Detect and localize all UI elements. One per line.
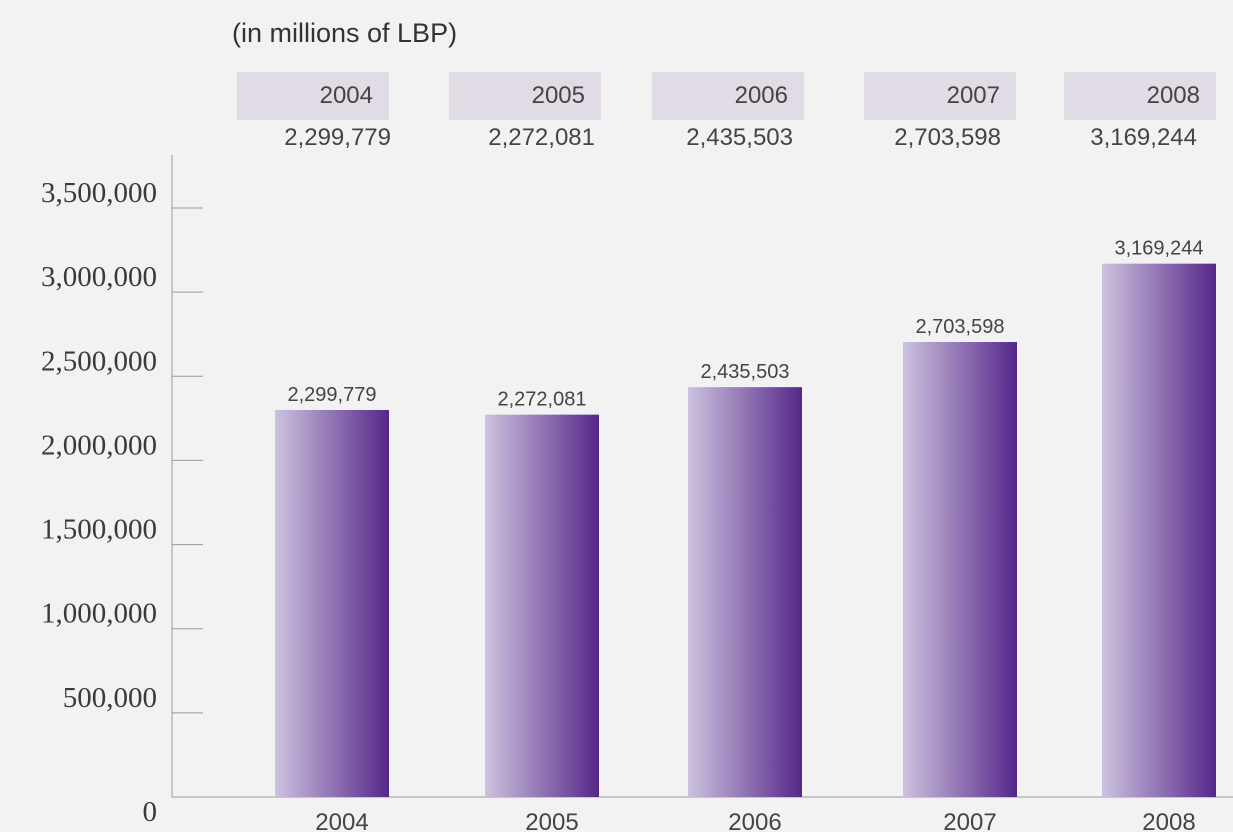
table-header-cell: 2005 (449, 72, 601, 120)
bar-data-label: 2,435,503 (701, 361, 790, 383)
table-year-label: 2008 (1146, 82, 1200, 109)
bar-data-label: 3,169,244 (1115, 238, 1204, 260)
table-header-cell: 2006 (652, 72, 804, 120)
table-value: 2,272,081 (488, 124, 595, 151)
bar-data-label: 2,272,081 (498, 389, 587, 411)
x-tick-label: 2008 (1142, 809, 1195, 832)
y-tick-label: 1,000,000 (41, 598, 157, 630)
y-tick-label: 0 (143, 796, 158, 828)
bar-data-label: 2,703,598 (916, 316, 1005, 338)
table-value: 2,435,503 (686, 124, 793, 151)
bar-series (275, 263, 1216, 797)
y-tick-label: 2,500,000 (41, 345, 157, 377)
chart-labels: 2,299,779 2004 2,272,081 2005 2,435,503 2006 2… (288, 238, 1204, 832)
y-tick-label: 3,500,000 (41, 177, 157, 209)
bar (688, 387, 802, 797)
table-year-label: 2004 (319, 82, 373, 109)
table-year-label: 2005 (531, 82, 585, 109)
y-tick-label: 2,000,000 (41, 429, 157, 461)
y-tick-label: 1,500,000 (41, 514, 157, 546)
bar (485, 414, 599, 797)
table-value: 2,299,779 (284, 124, 391, 151)
table-header-cell: 2004 (237, 72, 389, 120)
chart-axes: 0 500,000 1,000,000 1,500,000 2,000,000 2,500… (41, 155, 1233, 828)
table-header-cell: 2007 (864, 72, 1016, 120)
table-year-label: 2007 (946, 82, 1000, 109)
table-value: 2,703,598 (894, 124, 1001, 151)
x-tick-label: 2006 (728, 809, 781, 832)
bar (275, 409, 389, 797)
bar (1102, 263, 1216, 797)
bar-data-label: 2,299,779 (288, 384, 377, 406)
x-tick-label: 2007 (943, 809, 996, 832)
x-tick-label: 2004 (315, 809, 368, 832)
x-tick-label: 2005 (525, 809, 578, 832)
table-header-cell: 2008 (1064, 72, 1216, 120)
unit-note: (in millions of LBP) (232, 18, 458, 48)
bar (903, 342, 1017, 797)
y-tick-label: 3,000,000 (41, 261, 157, 293)
table-value: 3,169,244 (1090, 124, 1197, 151)
table-year-label: 2006 (734, 82, 788, 109)
y-tick-label: 500,000 (63, 682, 157, 714)
